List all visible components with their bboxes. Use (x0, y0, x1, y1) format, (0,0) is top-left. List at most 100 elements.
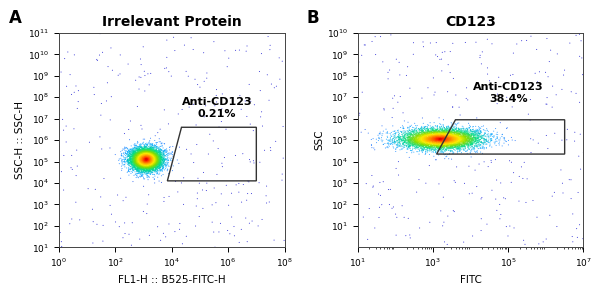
Point (141, 147, 151, 152)
Point (138, 161, 148, 166)
Point (423, 143, 433, 148)
Point (137, 155, 146, 160)
Point (142, 163, 152, 167)
Point (134, 156, 143, 161)
Title: CD123: CD123 (445, 15, 496, 29)
Point (480, 130, 490, 135)
Point (401, 140, 410, 144)
Point (416, 146, 426, 151)
Point (424, 136, 434, 141)
Point (146, 153, 156, 158)
Point (383, 135, 393, 140)
Point (128, 179, 138, 184)
Point (465, 137, 475, 142)
Point (453, 139, 463, 144)
Point (134, 170, 144, 175)
Point (470, 144, 480, 148)
Point (424, 132, 434, 136)
Point (141, 155, 151, 160)
Point (373, 133, 383, 138)
Point (137, 162, 147, 167)
Point (430, 135, 440, 140)
Point (140, 148, 149, 153)
Point (132, 152, 141, 156)
Point (207, 202, 217, 207)
Point (545, 213, 555, 218)
Point (153, 157, 163, 162)
Point (155, 152, 165, 156)
Point (161, 152, 171, 157)
Point (140, 160, 150, 165)
Point (438, 134, 448, 138)
Point (134, 161, 144, 166)
Point (134, 167, 144, 171)
Point (154, 162, 164, 167)
Point (426, 133, 436, 137)
Point (418, 137, 427, 142)
Point (452, 138, 462, 143)
Point (461, 149, 471, 154)
Point (416, 137, 426, 142)
Point (133, 163, 143, 168)
Point (428, 135, 438, 140)
Point (455, 136, 464, 141)
Point (141, 169, 151, 173)
Point (423, 133, 433, 137)
Point (444, 131, 453, 136)
Point (395, 135, 404, 140)
Point (429, 143, 439, 148)
Point (453, 146, 463, 151)
Point (421, 137, 431, 142)
Point (139, 153, 149, 158)
Point (404, 135, 414, 140)
Point (431, 139, 441, 143)
Point (138, 156, 148, 161)
Point (416, 136, 426, 141)
Point (394, 132, 404, 137)
Point (426, 130, 436, 135)
Point (143, 163, 152, 168)
Point (146, 145, 155, 150)
Point (418, 134, 428, 139)
Point (413, 137, 422, 142)
Point (495, 120, 505, 125)
Point (431, 135, 441, 140)
Point (152, 171, 161, 176)
Point (420, 142, 430, 147)
Point (466, 127, 475, 132)
Point (140, 153, 149, 158)
Point (137, 162, 146, 167)
Point (137, 149, 146, 154)
Point (138, 153, 148, 158)
Point (445, 134, 455, 138)
Point (137, 166, 147, 171)
Point (430, 130, 439, 135)
Point (444, 142, 453, 146)
Point (146, 156, 156, 161)
Point (130, 159, 140, 164)
Point (133, 166, 143, 171)
Point (131, 160, 141, 164)
Point (142, 158, 152, 163)
Point (143, 148, 152, 152)
Point (137, 158, 147, 163)
Point (453, 134, 463, 139)
Point (135, 161, 145, 166)
Point (422, 135, 432, 140)
Point (444, 127, 454, 131)
Point (446, 136, 456, 140)
Point (148, 158, 158, 163)
Point (136, 160, 146, 165)
Point (492, 139, 502, 144)
Point (143, 160, 152, 165)
Point (141, 149, 151, 154)
Point (131, 159, 140, 164)
Point (121, 151, 131, 156)
Point (151, 154, 160, 159)
Point (140, 158, 149, 163)
Point (130, 162, 140, 167)
Point (138, 167, 148, 172)
Point (415, 138, 424, 142)
Point (441, 134, 450, 139)
Point (148, 151, 157, 155)
